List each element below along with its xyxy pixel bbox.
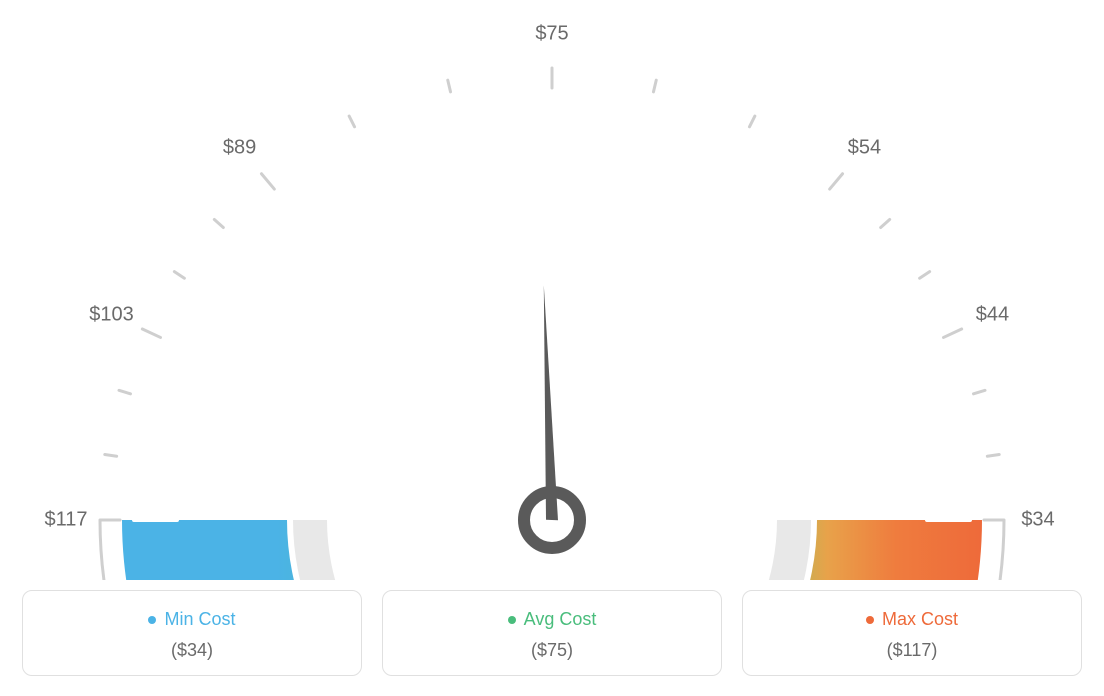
gauge-tick-label: $44: [976, 303, 1009, 326]
legend-title-min: Min Cost: [148, 609, 235, 630]
dot-icon: [866, 616, 874, 624]
legend-title-text: Avg Cost: [524, 609, 597, 630]
gauge-tick-label: $34: [1021, 509, 1054, 532]
legend-card-avg: Avg Cost ($75): [382, 590, 722, 676]
legend-row: Min Cost ($34) Avg Cost ($75) Max Cost (…: [22, 590, 1082, 676]
gauge-tick-label: $103: [89, 303, 134, 326]
legend-value-min: ($34): [33, 640, 351, 661]
legend-card-min: Min Cost ($34): [22, 590, 362, 676]
legend-card-max: Max Cost ($117): [742, 590, 1082, 676]
gauge-tick-label: $54: [848, 136, 881, 159]
legend-title-avg: Avg Cost: [508, 609, 597, 630]
dot-icon: [148, 616, 156, 624]
gauge-tick-label: $75: [535, 23, 568, 46]
dot-icon: [508, 616, 516, 624]
gauge-chart: $34 $44 $54 $75 $89 $103 $117: [22, 20, 1082, 580]
gauge-svg: [22, 20, 1082, 580]
gauge-tick-label: $89: [223, 136, 256, 159]
legend-title-max: Max Cost: [866, 609, 958, 630]
legend-title-text: Min Cost: [164, 609, 235, 630]
legend-value-max: ($117): [753, 640, 1071, 661]
gauge-tick-label: $117: [44, 509, 87, 532]
legend-value-avg: ($75): [393, 640, 711, 661]
legend-title-text: Max Cost: [882, 609, 958, 630]
